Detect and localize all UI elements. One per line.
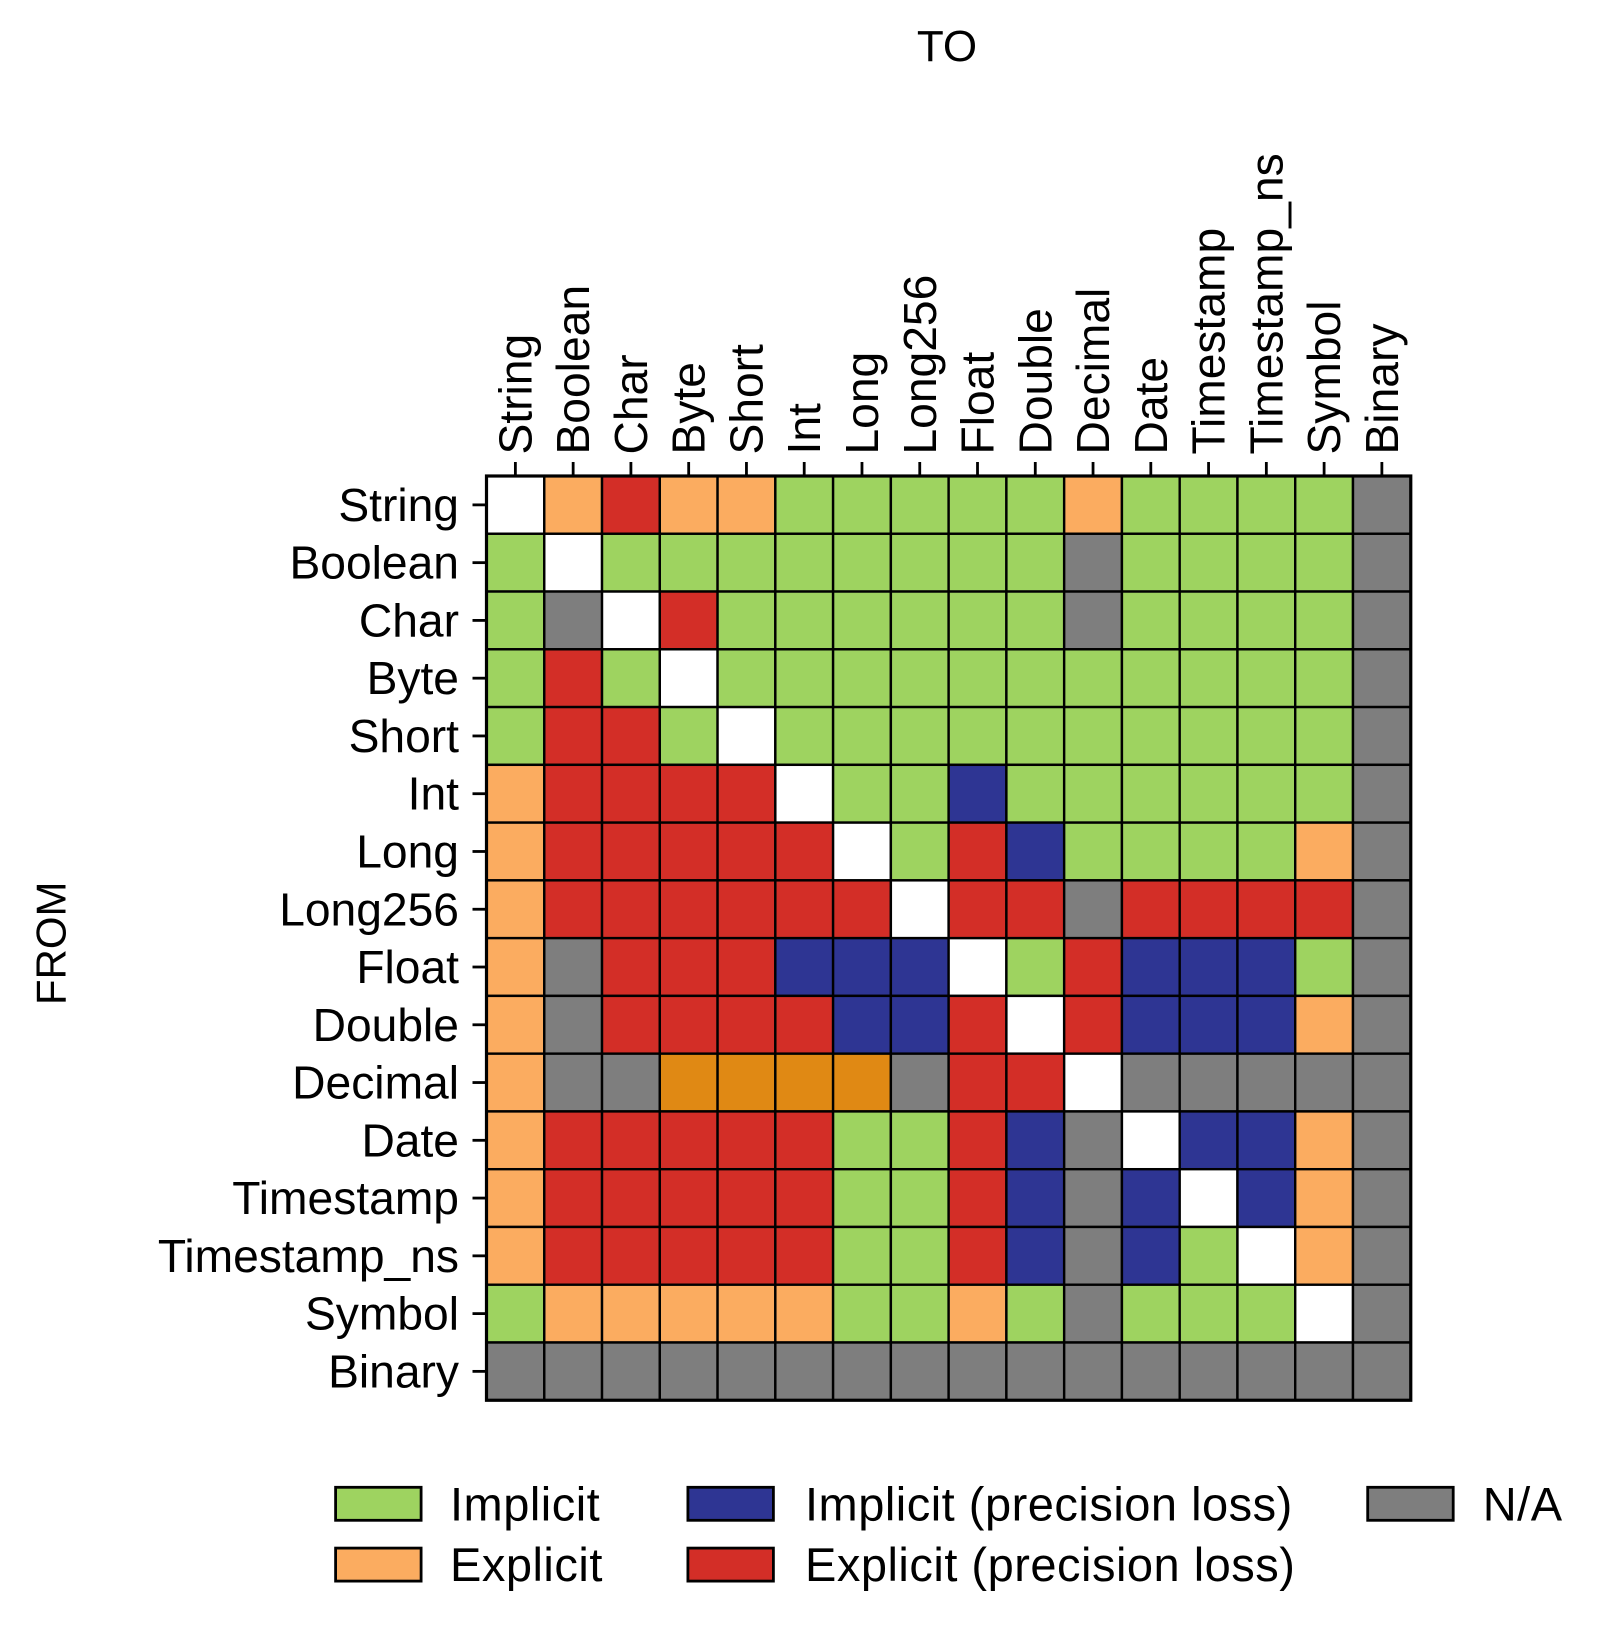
svg-text:Byte: Byte xyxy=(367,652,459,704)
svg-text:Long256: Long256 xyxy=(894,275,946,455)
svg-text:Char: Char xyxy=(359,594,459,646)
svg-text:Date: Date xyxy=(361,1114,459,1166)
svg-text:Long256: Long256 xyxy=(279,883,459,935)
svg-text:String: String xyxy=(489,334,541,455)
svg-text:Symbol: Symbol xyxy=(305,1288,459,1340)
svg-text:Binary: Binary xyxy=(328,1345,459,1397)
svg-text:Implicit: Implicit xyxy=(450,1477,600,1530)
svg-text:Int: Int xyxy=(408,768,460,820)
svg-text:Float: Float xyxy=(952,352,1004,455)
svg-text:Long: Long xyxy=(836,352,888,455)
svg-text:Byte: Byte xyxy=(663,362,715,454)
svg-text:Timestamp_ns: Timestamp_ns xyxy=(1240,153,1292,454)
svg-text:Implicit (precision loss): Implicit (precision loss) xyxy=(805,1477,1293,1530)
svg-text:Long: Long xyxy=(356,825,459,877)
svg-text:Char: Char xyxy=(605,354,657,454)
svg-text:Float: Float xyxy=(356,941,459,993)
svg-text:String: String xyxy=(338,479,459,531)
svg-text:Timestamp_ns: Timestamp_ns xyxy=(158,1230,459,1282)
svg-text:Date: Date xyxy=(1125,357,1177,455)
svg-text:Boolean: Boolean xyxy=(289,537,459,589)
svg-text:N/A: N/A xyxy=(1483,1477,1563,1530)
svg-text:Explicit: Explicit xyxy=(450,1538,603,1591)
svg-text:Timestamp: Timestamp xyxy=(232,1172,459,1224)
svg-text:Boolean: Boolean xyxy=(547,285,599,455)
svg-text:Decimal: Decimal xyxy=(1067,288,1119,455)
svg-text:Double: Double xyxy=(1009,308,1061,454)
svg-text:TO: TO xyxy=(917,22,977,71)
svg-text:Double: Double xyxy=(313,999,459,1051)
svg-text:Symbol: Symbol xyxy=(1298,300,1350,454)
svg-text:Binary: Binary xyxy=(1356,324,1408,455)
svg-text:Explicit (precision loss): Explicit (precision loss) xyxy=(805,1538,1295,1591)
svg-text:Decimal: Decimal xyxy=(292,1057,459,1109)
svg-text:FROM: FROM xyxy=(28,881,75,1005)
svg-text:Short: Short xyxy=(720,344,772,455)
svg-text:Int: Int xyxy=(778,403,830,455)
svg-text:Timestamp: Timestamp xyxy=(1183,228,1235,455)
svg-text:Short: Short xyxy=(349,710,460,762)
